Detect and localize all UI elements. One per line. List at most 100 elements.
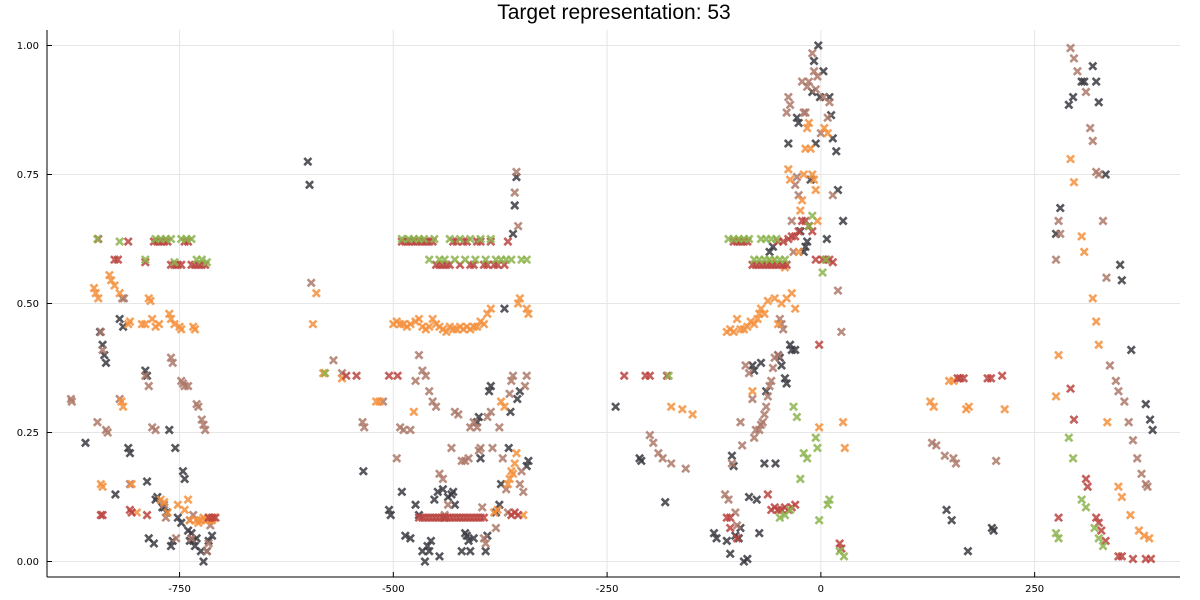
- data-point: [115, 237, 125, 247]
- data-point: [486, 304, 496, 314]
- data-point: [804, 77, 814, 87]
- data-point: [619, 371, 629, 381]
- data-point: [140, 319, 150, 329]
- data-point: [795, 206, 805, 216]
- data-point: [794, 118, 804, 128]
- data-point: [164, 425, 174, 435]
- data-point: [821, 255, 831, 265]
- data-point: [818, 268, 828, 278]
- data-point: [1101, 169, 1111, 180]
- data-point: [486, 234, 496, 244]
- data-point: [1085, 123, 1095, 133]
- data-point: [115, 314, 125, 324]
- data-point: [446, 443, 456, 453]
- data-point: [464, 536, 474, 546]
- data-point: [426, 536, 436, 546]
- data-point: [645, 371, 655, 381]
- data-point: [839, 551, 849, 561]
- data-point: [1068, 92, 1078, 102]
- data-point: [747, 394, 757, 404]
- data-point: [1088, 136, 1098, 146]
- data-point: [476, 453, 486, 463]
- data-point: [1066, 154, 1076, 164]
- data-point: [783, 92, 793, 102]
- x-tick-label: -500: [382, 584, 405, 595]
- data-point: [517, 466, 527, 476]
- data-point: [725, 549, 735, 559]
- data-point: [836, 327, 846, 337]
- data-point: [98, 345, 108, 355]
- data-point: [768, 363, 778, 373]
- data-point: [732, 520, 742, 530]
- y-tick-label: 1.00: [17, 41, 39, 52]
- data-point: [96, 327, 106, 337]
- data-point: [951, 458, 961, 468]
- data-point: [393, 371, 403, 381]
- data-point: [193, 402, 203, 412]
- data-point: [947, 515, 957, 525]
- data-point: [308, 319, 318, 329]
- data-point: [813, 40, 823, 51]
- data-point: [169, 319, 179, 329]
- data-point: [522, 255, 532, 265]
- data-point: [1077, 77, 1087, 87]
- x-tick-label: -250: [596, 584, 619, 595]
- data-point: [1051, 391, 1061, 401]
- data-point: [831, 146, 841, 156]
- data-point: [688, 409, 698, 419]
- data-point: [481, 255, 491, 265]
- data-point: [1072, 66, 1082, 76]
- data-point: [98, 482, 108, 492]
- data-point: [429, 234, 439, 244]
- data-point: [414, 314, 424, 324]
- data-point: [210, 513, 220, 523]
- data-point: [833, 286, 843, 296]
- data-point: [756, 358, 766, 368]
- data-point: [775, 513, 785, 523]
- data-point: [788, 402, 799, 412]
- data-point: [1069, 177, 1079, 187]
- data-point: [1111, 376, 1121, 386]
- data-point: [142, 510, 152, 520]
- data-point: [411, 376, 421, 386]
- data-point: [823, 128, 833, 138]
- data-point: [1094, 169, 1104, 180]
- data-point: [787, 288, 797, 298]
- data-point: [1101, 536, 1111, 546]
- data-point: [170, 443, 180, 453]
- data-point: [168, 358, 178, 368]
- data-point: [812, 71, 822, 81]
- data-point: [512, 394, 522, 404]
- data-point: [770, 293, 780, 303]
- data-point: [794, 247, 804, 257]
- data-point: [804, 118, 814, 128]
- data-point: [180, 474, 190, 484]
- data-point: [123, 237, 133, 247]
- data-point: [725, 513, 735, 523]
- data-point: [1079, 77, 1089, 87]
- data-point: [964, 402, 974, 412]
- data-point: [785, 505, 795, 515]
- data-point: [1119, 397, 1129, 407]
- data-point: [732, 314, 742, 324]
- data-point: [1054, 513, 1064, 523]
- data-point: [101, 358, 111, 368]
- data-point: [1128, 554, 1138, 564]
- data-point: [93, 293, 103, 303]
- data-point: [1091, 513, 1101, 523]
- data-point: [448, 487, 458, 497]
- data-point: [183, 495, 193, 505]
- data-point: [1089, 523, 1100, 533]
- data-point: [515, 293, 525, 303]
- data-point: [1000, 404, 1010, 414]
- data-point: [438, 484, 448, 494]
- data-point: [722, 536, 732, 546]
- data-point: [1102, 417, 1112, 427]
- data-point: [783, 139, 793, 149]
- data-point: [828, 190, 838, 200]
- data-point: [744, 368, 754, 378]
- data-point: [1066, 384, 1076, 394]
- data-point: [806, 144, 816, 154]
- data-point: [306, 278, 316, 288]
